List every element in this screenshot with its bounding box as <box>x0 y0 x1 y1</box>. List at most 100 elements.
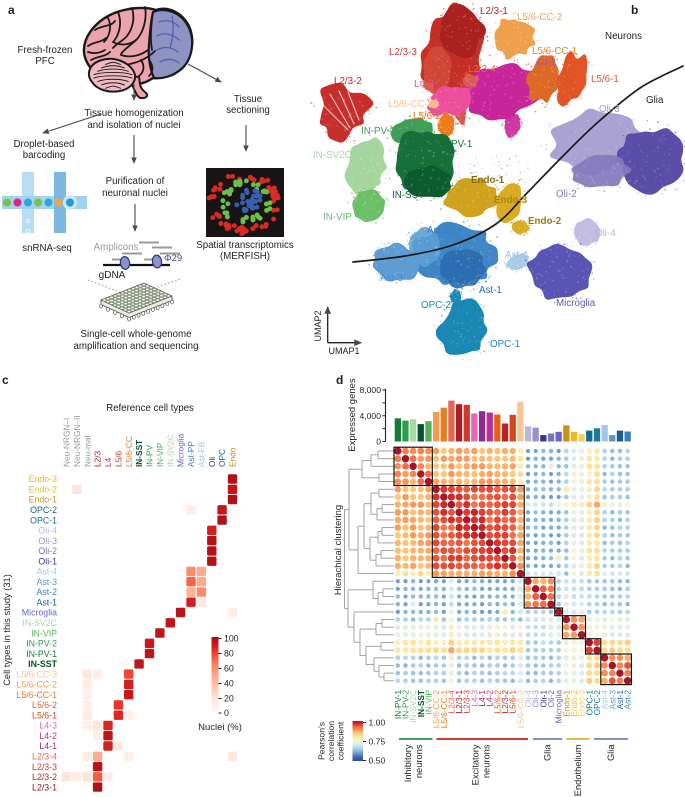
svg-text:Endo-3: Endo-3 <box>29 474 57 484</box>
svg-text:Endothelium: Endothelium <box>573 744 583 796</box>
svg-text:Oli-3: Oli-3 <box>38 536 57 546</box>
svg-text:Glia: Glia <box>543 744 553 761</box>
svg-text:Tissue homogenization: Tissue homogenization <box>84 108 183 119</box>
svg-text:Ast-1: Ast-1 <box>479 285 502 296</box>
svg-text:Ast-2: Ast-2 <box>623 690 633 710</box>
svg-text:neuronal nuclei: neuronal nuclei <box>102 188 168 199</box>
svg-text:L4-3: L4-3 <box>469 690 479 707</box>
svg-text:neurons: neurons <box>414 744 424 778</box>
svg-text:IN-SV2C: IN-SV2C <box>22 618 57 628</box>
svg-text:Microglia: Microglia <box>554 690 564 724</box>
svg-text:IN-SV2C: IN-SV2C <box>165 434 175 467</box>
svg-text:Oli-4: Oli-4 <box>523 690 533 708</box>
svg-text:Nuclei (%): Nuclei (%) <box>198 722 242 733</box>
svg-text:coefficient: coefficient <box>336 721 346 760</box>
svg-text:IN-PV-1: IN-PV-1 <box>26 649 57 659</box>
svg-text:L2/3-4: L2/3-4 <box>32 751 57 761</box>
svg-text:L4-2: L4-2 <box>485 690 495 707</box>
svg-text:L5/6: L5/6 <box>113 450 123 467</box>
svg-text:IN-SST: IN-SST <box>28 659 57 669</box>
svg-text:IN-SST: IN-SST <box>392 190 424 201</box>
svg-text:OPC-1: OPC-1 <box>30 515 57 525</box>
svg-text:IN-SV2C: IN-SV2C <box>313 150 352 161</box>
svg-text:IN-PV-2: IN-PV-2 <box>361 126 395 137</box>
svg-text:L5/6-CC-1: L5/6-CC-1 <box>532 46 577 57</box>
svg-text:Oli-3: Oli-3 <box>531 690 541 708</box>
svg-text:Glia: Glia <box>606 744 616 761</box>
svg-text:c: c <box>2 373 9 387</box>
svg-text:IN-PV: IN-PV <box>145 444 155 467</box>
svg-text:Microglia: Microglia <box>176 433 186 467</box>
svg-text:L5/6-CC-2: L5/6-CC-2 <box>431 690 441 729</box>
svg-text:Endo-2: Endo-2 <box>569 690 579 717</box>
svg-text:Amplicons: Amplicons <box>94 242 139 253</box>
svg-text:Endo-2: Endo-2 <box>29 484 57 494</box>
svg-text:L5/6-1: L5/6-1 <box>508 690 518 714</box>
svg-text:amplification and sequencing: amplification and sequencing <box>74 341 199 352</box>
svg-text:IN-VIP: IN-VIP <box>423 690 433 715</box>
svg-text:(MERFISH): (MERFISH) <box>220 251 270 262</box>
svg-text:Endo-1: Endo-1 <box>471 175 505 186</box>
svg-text:Microglia: Microglia <box>556 298 596 309</box>
svg-text:L5/6-1: L5/6-1 <box>32 710 57 720</box>
svg-text:b: b <box>631 3 638 17</box>
svg-text:Ast-3: Ast-3 <box>607 690 617 710</box>
svg-text:L2/3-3: L2/3-3 <box>32 762 57 772</box>
svg-text:Tissue: Tissue <box>234 94 262 105</box>
svg-text:OPC-2: OPC-2 <box>592 690 602 716</box>
svg-text:Neurons: Neurons <box>605 31 642 42</box>
svg-text:L2/3-1: L2/3-1 <box>32 782 57 792</box>
svg-text:Ast-3: Ast-3 <box>380 273 403 284</box>
svg-text:Ast-3: Ast-3 <box>36 577 57 587</box>
svg-text:L5/6-2: L5/6-2 <box>32 700 57 710</box>
svg-text:and isolation of nuclei: and isolation of nuclei <box>87 120 180 131</box>
svg-text:Oli-2: Oli-2 <box>546 690 556 708</box>
svg-text:sectioning: sectioning <box>226 105 270 116</box>
svg-text:Oli-4: Oli-4 <box>38 526 57 536</box>
svg-text:L4-1: L4-1 <box>537 57 557 68</box>
svg-text:Endo-1: Endo-1 <box>29 495 57 505</box>
svg-text:d: d <box>336 373 343 387</box>
svg-text:Pearson’s: Pearson’s <box>317 722 327 760</box>
svg-text:L5/6-CC-1: L5/6-CC-1 <box>439 690 449 729</box>
svg-text:Endo-3: Endo-3 <box>577 690 587 717</box>
svg-text:OPC-1: OPC-1 <box>490 339 520 350</box>
svg-text:100: 100 <box>224 634 239 644</box>
svg-text:0: 0 <box>224 708 229 718</box>
svg-text:OPC-2: OPC-2 <box>421 300 451 311</box>
svg-text:L2/3-4: L2/3-4 <box>446 690 456 714</box>
svg-text:IN-PV-2: IN-PV-2 <box>26 639 57 649</box>
svg-text:neurons: neurons <box>482 744 492 778</box>
svg-text:Cell types in this study (31): Cell types in this study (31) <box>2 574 12 686</box>
svg-text:60: 60 <box>224 664 234 674</box>
svg-text:IN-SST: IN-SST <box>134 440 144 467</box>
svg-text:L2/3-2: L2/3-2 <box>334 76 362 87</box>
svg-text:Glia: Glia <box>646 95 664 106</box>
svg-text:IN-SST: IN-SST <box>416 690 426 717</box>
svg-text:a: a <box>8 3 15 17</box>
svg-text:4,000: 4,000 <box>359 411 381 421</box>
svg-text:L2/3-4: L2/3-4 <box>468 64 496 75</box>
svg-text:Spatial transcriptomics: Spatial transcriptomics <box>196 240 294 251</box>
svg-text:0: 0 <box>376 437 381 447</box>
svg-text:L5/6-CC-3: L5/6-CC-3 <box>16 669 57 679</box>
svg-text:0.75: 0.75 <box>369 737 386 747</box>
svg-text:L2/3-2: L2/3-2 <box>32 772 57 782</box>
svg-text:Ast-1: Ast-1 <box>615 690 625 710</box>
svg-text:IN-PV-1: IN-PV-1 <box>393 690 403 719</box>
svg-text:IN-VIP: IN-VIP <box>323 212 352 223</box>
svg-text:Fresh-frozen: Fresh-frozen <box>18 45 73 56</box>
svg-text:UMAP2: UMAP2 <box>313 310 323 341</box>
svg-text:barcoding: barcoding <box>23 150 66 161</box>
svg-text:Endo-1: Endo-1 <box>561 690 571 717</box>
svg-text:correlation: correlation <box>326 721 336 761</box>
svg-text:L2/3: L2/3 <box>93 450 103 467</box>
svg-text:L2/3-3: L2/3-3 <box>389 47 417 58</box>
svg-text:Endo-3: Endo-3 <box>494 195 528 206</box>
svg-text:L2/3-3: L2/3-3 <box>462 690 472 714</box>
svg-text:L5/6-1: L5/6-1 <box>591 74 619 85</box>
svg-text:Oli-1: Oli-1 <box>38 556 57 566</box>
svg-text:Ast-PP: Ast-PP <box>186 441 196 467</box>
svg-text:Ast-2: Ast-2 <box>36 587 57 597</box>
svg-text:Ast-FB: Ast-FB <box>196 441 206 467</box>
